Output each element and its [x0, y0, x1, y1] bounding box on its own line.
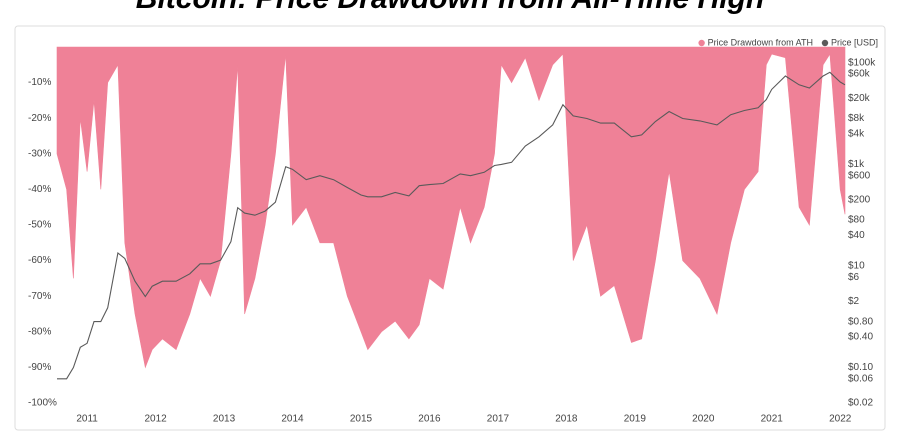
y-tick-label: -10%	[28, 77, 51, 88]
x-tick-label: 2017	[487, 414, 510, 425]
x-tick-label: 2019	[624, 414, 647, 425]
x-tick-label: 2014	[281, 414, 304, 425]
y2-tick-label: $0.06	[848, 373, 873, 384]
x-tick-label: 2012	[144, 414, 167, 425]
y2-tick-label: $6	[848, 272, 860, 283]
x-tick-label: 2018	[555, 414, 578, 425]
legend-label: Price Drawdown from ATH	[708, 37, 813, 47]
y2-tick-label: $0.10	[848, 362, 873, 373]
y2-tick-label: $80	[848, 215, 865, 226]
price-line	[57, 71, 846, 380]
y-tick-label: -50%	[28, 220, 51, 231]
y2-tick-label: $60k	[848, 69, 871, 80]
y-tick-label: -30%	[28, 148, 51, 159]
y-tick-label: -100%	[28, 398, 57, 409]
x-tick-label: 2015	[350, 414, 373, 425]
x-tick-label: 2021	[761, 414, 784, 425]
x-tick-label: 2013	[213, 414, 236, 425]
x-tick-label: 2011	[76, 414, 98, 425]
y2-tick-label: $600	[848, 170, 871, 181]
y2-tick-label: $40	[848, 230, 865, 241]
legend-swatch	[821, 39, 829, 47]
y2-tick-label: $2	[848, 296, 860, 307]
legend-label: Price [USD]	[831, 37, 878, 47]
y2-tick-label: $10	[848, 261, 865, 272]
y-tick-label: -80%	[28, 326, 51, 337]
y-tick-label: -20%	[28, 113, 51, 124]
y-tick-label: -70%	[28, 291, 51, 302]
y2-tick-label: $0.02	[848, 398, 873, 409]
y2-tick-label: $20k	[848, 93, 871, 104]
y2-tick-label: $1k	[848, 159, 865, 170]
y2-tick-label: $4k	[848, 128, 865, 139]
legend-swatch	[698, 39, 705, 47]
x-tick-label: 2022	[829, 414, 852, 425]
y2-tick-label: $8k	[848, 113, 865, 124]
y2-tick-label: $100k	[848, 57, 876, 68]
y-tick-label: -40%	[28, 184, 51, 195]
chart-title: Bitcoin: Price Drawdown from All-Time Hi…	[136, 0, 764, 15]
x-tick-label: 2020	[692, 414, 715, 425]
y2-tick-label: $200	[848, 195, 871, 206]
x-tick-label: 2016	[418, 414, 441, 425]
y-tick-label: -60%	[28, 255, 51, 266]
y2-tick-label: $0.80	[848, 316, 873, 327]
y-tick-label: -90%	[28, 362, 51, 373]
y2-tick-label: $0.40	[848, 332, 873, 343]
drawdown-area	[56, 46, 846, 369]
